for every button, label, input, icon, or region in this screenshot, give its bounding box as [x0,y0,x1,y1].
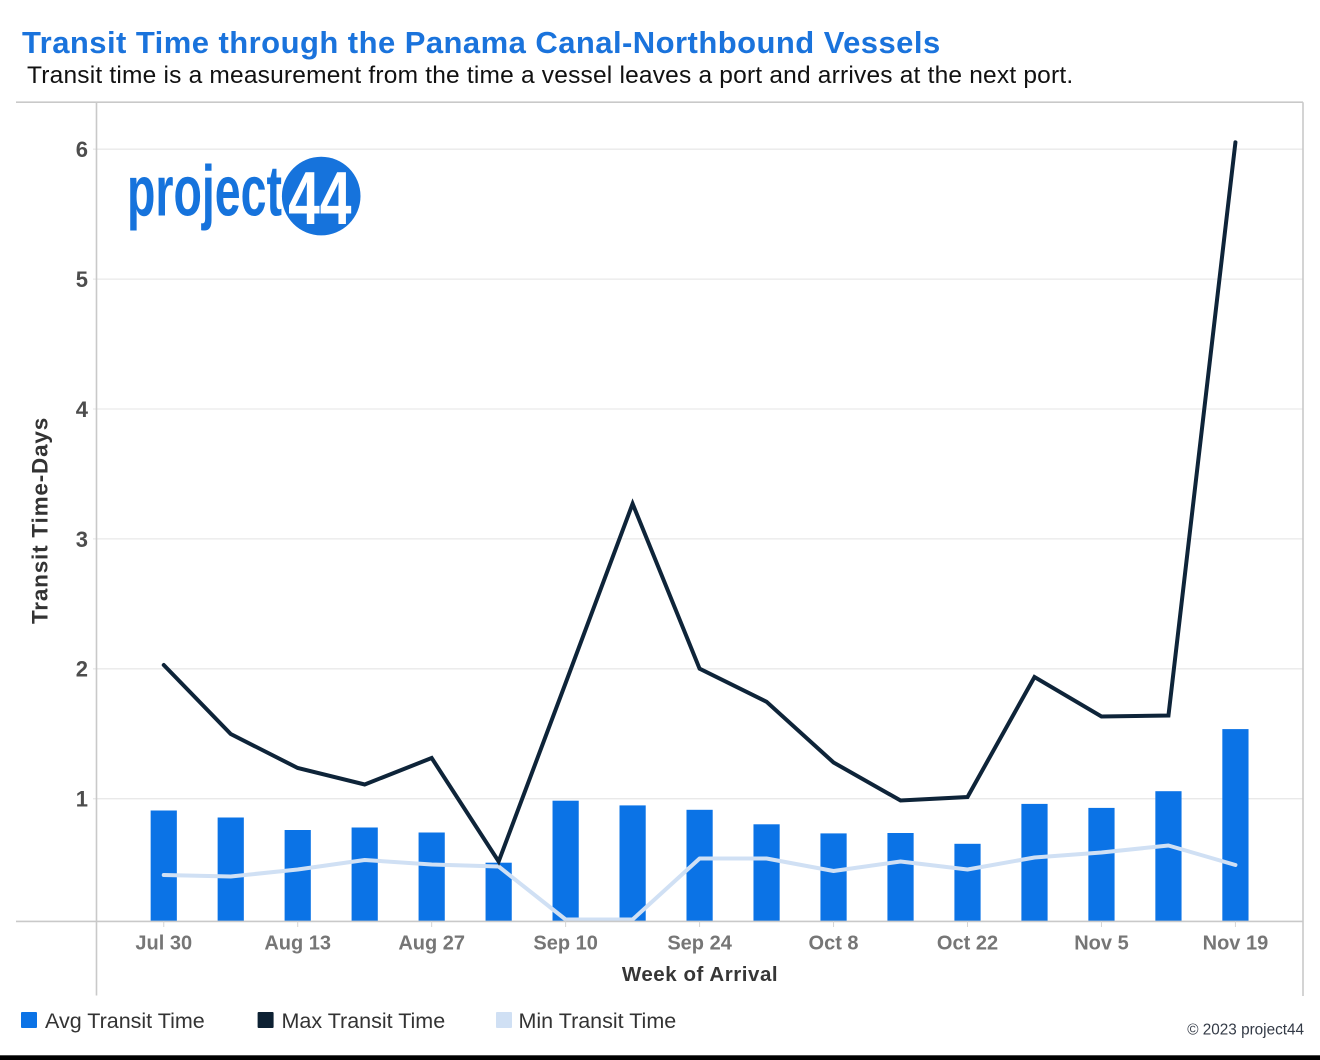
svg-text:Oct 22: Oct 22 [937,933,998,955]
svg-text:Sep 10: Sep 10 [533,933,597,955]
svg-text:Transit time is a measurement: Transit time is a measurement from the t… [27,62,1073,89]
svg-text:Transit Time-Days: Transit Time-Days [28,417,53,624]
svg-text:Aug 13: Aug 13 [264,933,331,955]
svg-text:Jul 30: Jul 30 [135,933,192,955]
svg-text:6: 6 [76,137,88,162]
svg-text:Nov 5: Nov 5 [1074,933,1128,955]
svg-text:5: 5 [76,267,88,292]
svg-text:Min Transit Time: Min Transit Time [519,1009,677,1033]
svg-text:1: 1 [76,787,88,812]
svg-text:Max Transit Time: Max Transit Time [282,1009,446,1033]
svg-text:Sep 24: Sep 24 [667,933,732,955]
svg-text:Aug 27: Aug 27 [398,933,465,955]
svg-text:© 2023 project44: © 2023 project44 [1187,1022,1304,1039]
svg-text:Transit Time through the Panam: Transit Time through the Panama Canal-No… [22,25,941,60]
svg-text:Avg Transit Time: Avg Transit Time [45,1009,205,1033]
svg-text:Oct 8: Oct 8 [809,933,859,955]
svg-text:Week of Arrival: Week of Arrival [622,963,778,986]
svg-text:Nov 19: Nov 19 [1203,933,1269,955]
svg-text:3: 3 [76,527,88,552]
svg-text:2: 2 [76,657,88,682]
svg-text:44: 44 [288,157,351,240]
svg-text:project: project [127,151,282,230]
svg-text:4: 4 [76,397,89,422]
